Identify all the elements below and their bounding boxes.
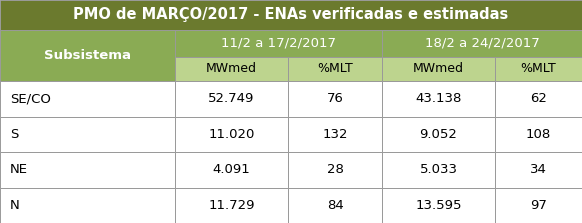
Text: 5.033: 5.033 — [420, 163, 457, 176]
Text: N: N — [10, 199, 20, 212]
Text: 13.595: 13.595 — [415, 199, 462, 212]
Text: %MLT: %MLT — [521, 62, 556, 76]
Bar — [382, 116, 495, 152]
Text: MWmed: MWmed — [413, 62, 464, 76]
Bar — [495, 81, 582, 116]
Text: 18/2 a 24/2/2017: 18/2 a 24/2/2017 — [425, 37, 540, 50]
Text: Subsistema: Subsistema — [44, 49, 131, 62]
Bar — [495, 116, 582, 152]
Text: 84: 84 — [327, 199, 343, 212]
Text: NE: NE — [10, 163, 28, 176]
Bar — [382, 81, 495, 116]
Bar — [382, 152, 495, 188]
Bar — [0, 30, 175, 81]
Text: 43.138: 43.138 — [416, 92, 462, 105]
Text: 76: 76 — [327, 92, 343, 105]
Text: 4.091: 4.091 — [212, 163, 250, 176]
Text: 11/2 a 17/2/2017: 11/2 a 17/2/2017 — [221, 37, 336, 50]
Bar — [382, 188, 495, 223]
Bar — [175, 152, 288, 188]
Bar — [0, 188, 175, 223]
Bar — [495, 152, 582, 188]
Bar — [288, 188, 382, 223]
Bar — [175, 57, 288, 81]
Bar — [0, 116, 175, 152]
Text: 34: 34 — [530, 163, 547, 176]
Text: 62: 62 — [530, 92, 547, 105]
Text: 97: 97 — [530, 199, 547, 212]
Text: %MLT: %MLT — [317, 62, 353, 76]
Text: PMO de MARÇO/2017 - ENAs verificadas e estimadas: PMO de MARÇO/2017 - ENAs verificadas e e… — [73, 8, 509, 23]
Bar — [495, 188, 582, 223]
Text: 132: 132 — [322, 128, 348, 141]
Bar — [288, 116, 382, 152]
Bar — [175, 30, 382, 57]
Text: MWmed: MWmed — [206, 62, 257, 76]
Bar — [0, 81, 175, 116]
Text: 108: 108 — [526, 128, 551, 141]
Text: 9.052: 9.052 — [420, 128, 457, 141]
Bar — [382, 30, 582, 57]
Bar — [0, 152, 175, 188]
Text: 28: 28 — [327, 163, 343, 176]
Bar — [382, 57, 495, 81]
Bar — [288, 81, 382, 116]
Text: SE/CO: SE/CO — [10, 92, 51, 105]
Text: S: S — [10, 128, 19, 141]
Bar — [175, 116, 288, 152]
Bar — [288, 152, 382, 188]
Text: 11.729: 11.729 — [208, 199, 255, 212]
Bar — [0, 0, 582, 30]
Bar — [175, 188, 288, 223]
Bar — [495, 57, 582, 81]
Bar — [175, 81, 288, 116]
Text: 52.749: 52.749 — [208, 92, 255, 105]
Bar — [288, 57, 382, 81]
Text: 11.020: 11.020 — [208, 128, 255, 141]
